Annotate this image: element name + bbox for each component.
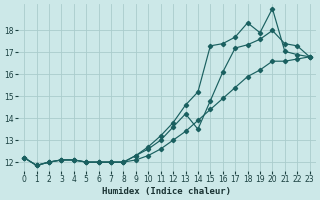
- X-axis label: Humidex (Indice chaleur): Humidex (Indice chaleur): [102, 187, 231, 196]
